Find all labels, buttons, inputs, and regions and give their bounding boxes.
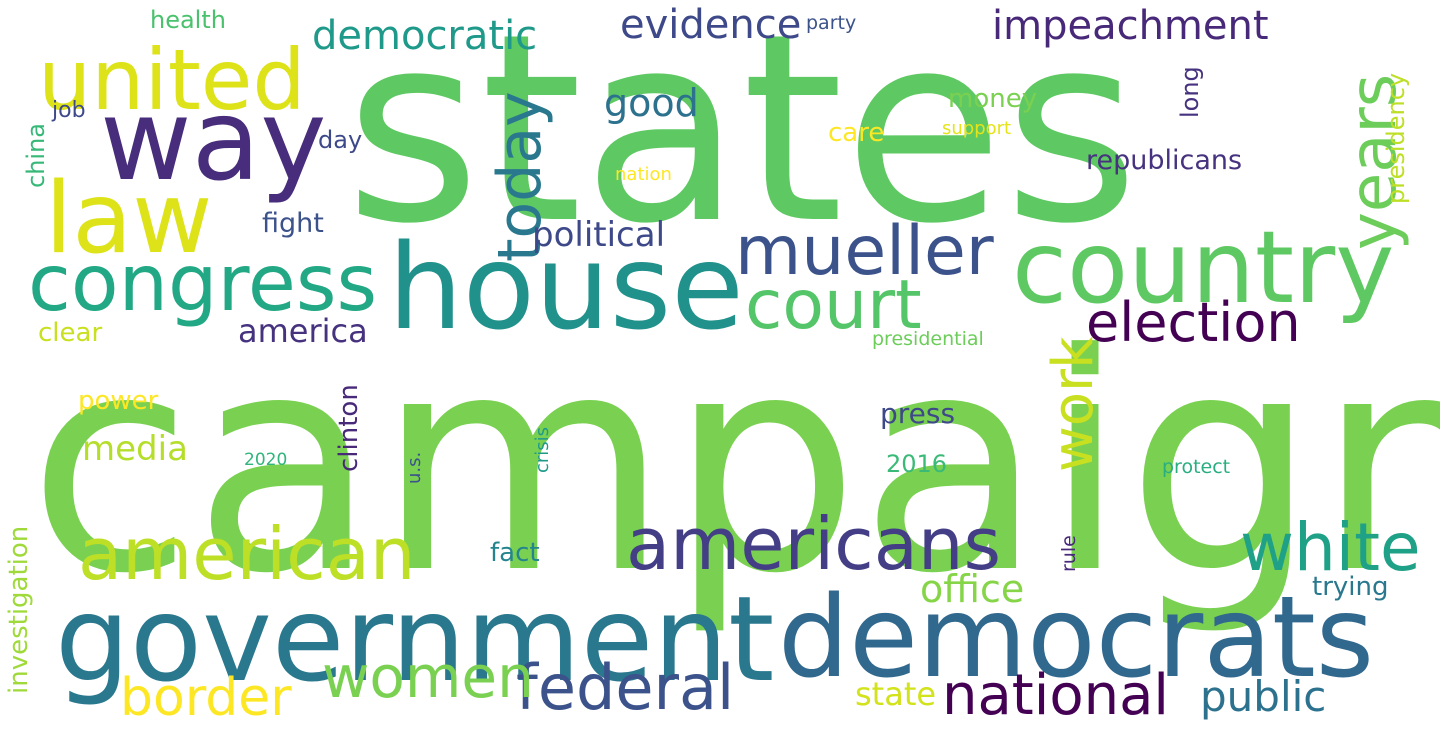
word-china: china [22, 123, 50, 188]
word-women: women [322, 643, 534, 711]
word-democrats: democrats [778, 573, 1375, 703]
word-house: house [388, 218, 744, 356]
word-day: day [318, 126, 363, 154]
word-presidential: presidential [872, 328, 984, 350]
word-border: border [120, 668, 292, 728]
word-law: law [45, 162, 213, 276]
word-care: care [828, 118, 885, 148]
word-states: states [345, 0, 1140, 281]
word-way: way [100, 76, 327, 206]
word-us: u.s. [404, 451, 425, 484]
word-office: office [920, 567, 1025, 611]
word-2016: 2016 [886, 450, 948, 478]
word-2020: 2020 [244, 450, 288, 470]
word-good: good [604, 81, 699, 125]
word-united: united [38, 31, 306, 129]
word-country: country [1012, 209, 1395, 326]
word-congress: congress [28, 239, 378, 329]
word-health: health [150, 6, 226, 34]
word-american: american [78, 512, 416, 596]
word-presidency: presidency [1382, 72, 1410, 204]
word-democratic: democratic [312, 13, 538, 59]
word-media: media [82, 429, 188, 469]
word-money: money [948, 84, 1038, 114]
word-clear: clear [38, 318, 103, 348]
word-federal: federal [516, 651, 735, 724]
word-impeachment: impeachment [992, 3, 1269, 49]
word-evidence: evidence [620, 2, 802, 48]
word-americans: americans [626, 502, 1002, 586]
word-power: power [78, 386, 159, 416]
word-job: job [52, 98, 86, 123]
word-public: public [1200, 672, 1327, 721]
word-nation: nation [615, 164, 672, 185]
word-fight: fight [262, 208, 324, 239]
word-long: long [1176, 66, 1204, 118]
word-party: party [806, 12, 857, 34]
word-press: press [880, 397, 956, 430]
word-government: government [55, 570, 775, 708]
word-campaign: campaign [28, 290, 1440, 639]
word-mueller: mueller [735, 212, 994, 291]
word-clinton: clinton [334, 384, 364, 472]
word-republicans: republicans [1086, 145, 1243, 176]
word-rule: rule [1058, 535, 1080, 572]
word-protect: protect [1162, 456, 1231, 478]
word-fact: fact [490, 538, 540, 568]
word-election: election [1086, 291, 1301, 354]
word-white: white [1240, 509, 1421, 586]
word-court: court [745, 266, 922, 345]
word-investigation: investigation [4, 525, 34, 694]
word-support: support [942, 118, 1012, 139]
word-trying: trying [1312, 572, 1389, 602]
word-state: state [855, 675, 937, 713]
word-national: national [942, 663, 1169, 728]
word-political: political [532, 215, 666, 255]
word-america: america [238, 312, 368, 350]
word-work: work [1041, 336, 1106, 472]
word-crisis: crisis [532, 426, 553, 473]
